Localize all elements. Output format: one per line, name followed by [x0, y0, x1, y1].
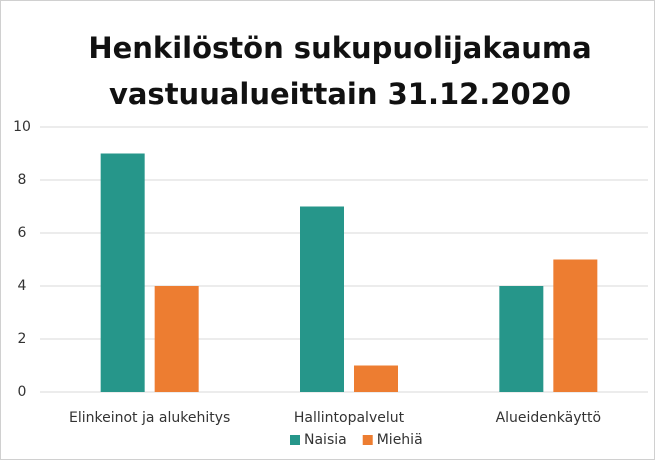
bar	[553, 259, 598, 392]
legend-label: Miehiä	[377, 432, 423, 448]
x-tick-label: Alueidenkäyttö	[496, 410, 602, 426]
y-tick-label: 8	[18, 172, 27, 188]
legend-label: Naisia	[304, 432, 347, 448]
chart-title: vastuualueittain 31.12.2020	[109, 77, 571, 111]
bar	[499, 286, 544, 392]
y-tick-label: 10	[13, 119, 31, 135]
y-tick-label: 2	[18, 331, 27, 347]
y-tick-label: 4	[18, 278, 27, 294]
x-tick-label: Hallintopalvelut	[294, 410, 405, 426]
x-tick-label: Elinkeinot ja alukehitys	[69, 410, 230, 426]
chart-title: Henkilöstön sukupuolijakauma	[88, 31, 591, 65]
legend-swatch	[290, 435, 300, 445]
bar	[100, 153, 145, 392]
bar	[354, 365, 398, 392]
bar	[300, 206, 344, 392]
bar	[154, 286, 199, 392]
legend-swatch	[362, 435, 373, 445]
y-tick-label: 6	[18, 225, 27, 241]
y-tick-label: 0	[18, 384, 27, 400]
